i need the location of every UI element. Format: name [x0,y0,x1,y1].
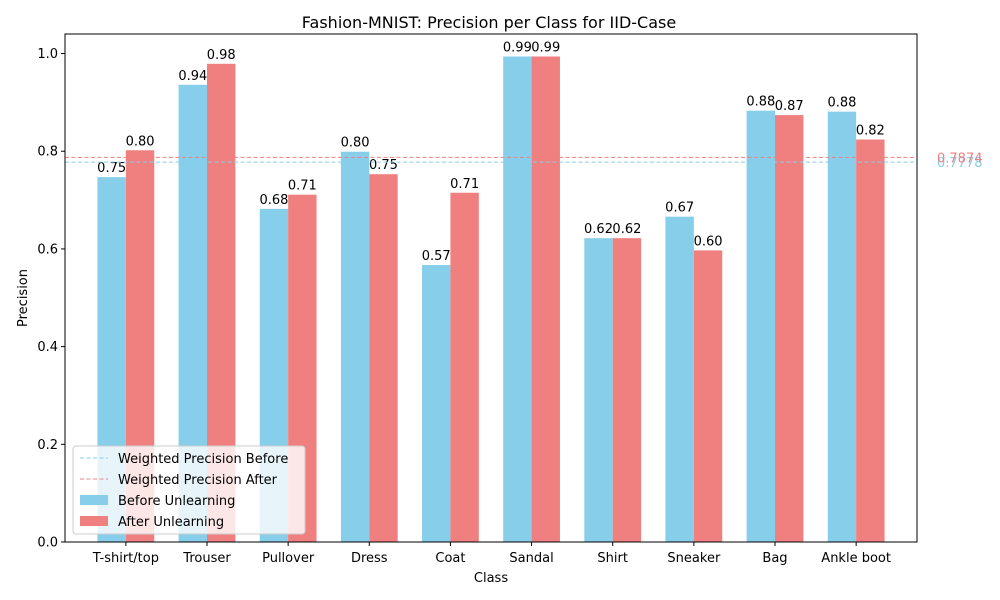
y-tick-label: 0.4 [37,340,58,355]
reference-line-label: 0.7874 [937,151,983,166]
legend-label: Weighted Precision Before [118,452,288,467]
bar-value-label: 0.98 [207,48,236,63]
y-tick-label: 0.6 [37,242,58,257]
bar-value-label: 0.57 [422,249,451,264]
legend-box [72,445,306,535]
y-tick-label: 0.0 [37,536,58,551]
legend-label: Weighted Precision After [118,473,278,488]
bar-after-6 [612,238,642,542]
bar-after-5 [531,56,560,542]
bar-after-7 [693,250,723,542]
bar-value-label: 0.88 [827,96,856,111]
bar-value-label: 0.71 [450,177,479,192]
x-tick-label: T-shirt/top [92,551,159,566]
bar-after-4 [450,192,479,542]
bar-before-9 [827,111,857,543]
bar-value-label: 0.80 [126,134,155,149]
bar-value-label: 0.94 [178,69,207,84]
bar-value-label: 0.75 [97,161,126,176]
bar-value-label: 0.99 [531,40,560,55]
bar-value-label: 0.60 [694,234,723,249]
bar-value-label: 0.99 [503,40,532,55]
legend-swatch-bar-0 [80,495,108,505]
bar-before-7 [665,216,694,542]
bar-value-label: 0.82 [856,124,885,139]
x-tick-label: Coat [435,551,465,566]
y-tick-label: 1.0 [37,47,58,62]
bar-value-label: 0.80 [341,136,370,151]
bar-after-8 [775,115,804,542]
bar-value-label: 0.71 [288,179,317,194]
bar-before-3 [340,151,370,542]
bar-after-9 [856,139,885,542]
x-tick-label: Sneaker [667,551,721,566]
bar-after-3 [369,174,398,542]
x-tick-label: Shirt [597,551,628,566]
bar-before-6 [584,238,613,542]
bar-value-label: 0.62 [584,222,613,237]
y-tick-label: 0.2 [37,438,58,453]
x-tick-label: Pullover [262,551,315,566]
y-tick-label: 0.8 [37,145,58,160]
bar-value-label: 0.62 [612,222,641,237]
y-axis-title: Precision [16,269,31,327]
legend-swatch-bar-1 [80,516,108,526]
bar-before-5 [503,56,532,542]
reference-line-label: 0.7778 [937,156,983,171]
x-tick-label: Dress [351,551,388,566]
bar-value-label: 0.67 [665,201,694,216]
bar-value-label: 0.75 [369,158,398,173]
plot-frame [64,33,918,543]
bar-value-label: 0.88 [746,95,775,110]
legend-label: After Unlearning [118,515,224,530]
x-tick-label: Sandal [509,551,553,566]
x-axis-title: Class [474,571,508,586]
legend-label: Before Unlearning [118,494,235,509]
x-tick-label: Ankle boot [821,551,891,566]
bar-before-8 [746,110,775,542]
bar-value-label: 0.68 [259,193,288,208]
bar-value-label: 0.87 [775,99,804,114]
x-tick-label: Trouser [182,551,231,566]
chart-title: Fashion-MNIST: Precision per Class for I… [302,13,676,32]
bar-before-4 [422,265,451,542]
x-tick-label: Bag [762,551,787,566]
legend: Weighted Precision Before Weighted Precis… [72,445,306,535]
